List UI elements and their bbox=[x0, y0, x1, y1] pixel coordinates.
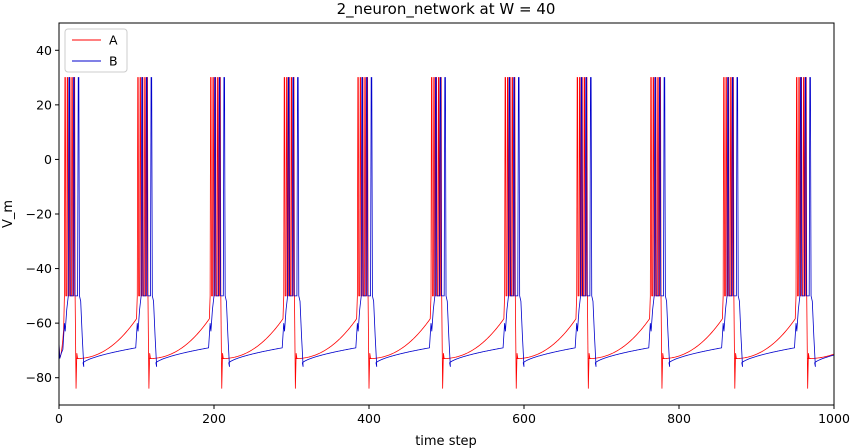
series-line-A bbox=[59, 77, 834, 389]
legend: AB bbox=[64, 28, 128, 73]
x-axis-label: time step bbox=[415, 434, 477, 448]
x-tick-label: 800 bbox=[667, 411, 691, 426]
y-axis: −80 −60 −40 −20 0 20 40 bbox=[26, 43, 59, 385]
x-tick-label: 600 bbox=[512, 411, 536, 426]
chart-title: 2_neuron_network at W = 40 bbox=[337, 0, 556, 19]
series-line-B bbox=[59, 77, 834, 367]
x-tick-label: 400 bbox=[357, 411, 381, 426]
legend-label-B: B bbox=[109, 54, 118, 69]
x-tick-label: 200 bbox=[202, 411, 226, 426]
x-tick-label: 1000 bbox=[818, 411, 850, 426]
y-tick-label: −20 bbox=[26, 207, 52, 222]
y-tick-label: −60 bbox=[26, 316, 52, 331]
y-tick-label: −80 bbox=[26, 370, 52, 385]
y-tick-label: 40 bbox=[36, 43, 52, 58]
y-tick-label: −40 bbox=[26, 261, 52, 276]
legend-label-A: A bbox=[109, 33, 118, 48]
x-tick-label: 0 bbox=[55, 411, 63, 426]
series-layer bbox=[59, 77, 834, 389]
y-tick-label: 20 bbox=[36, 97, 52, 112]
plot-frame bbox=[58, 22, 835, 406]
legend-box bbox=[64, 28, 128, 73]
x-axis: 0 200 400 600 800 1000 bbox=[55, 405, 850, 426]
y-tick-label: 0 bbox=[44, 152, 52, 167]
y-axis-label: V_m bbox=[1, 200, 16, 228]
